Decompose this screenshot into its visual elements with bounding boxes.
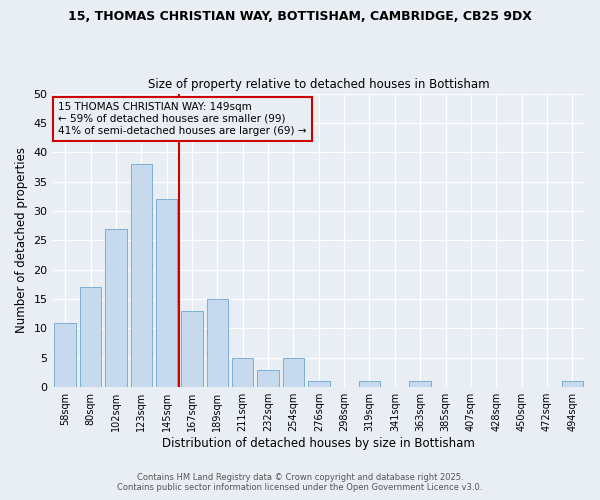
Bar <box>257 370 279 387</box>
Bar <box>232 358 253 387</box>
Bar <box>80 288 101 387</box>
Text: 15 THOMAS CHRISTIAN WAY: 149sqm
← 59% of detached houses are smaller (99)
41% of: 15 THOMAS CHRISTIAN WAY: 149sqm ← 59% of… <box>58 102 307 136</box>
Text: 15, THOMAS CHRISTIAN WAY, BOTTISHAM, CAMBRIDGE, CB25 9DX: 15, THOMAS CHRISTIAN WAY, BOTTISHAM, CAM… <box>68 10 532 23</box>
Y-axis label: Number of detached properties: Number of detached properties <box>15 148 28 334</box>
Bar <box>105 228 127 387</box>
X-axis label: Distribution of detached houses by size in Bottisham: Distribution of detached houses by size … <box>163 437 475 450</box>
Bar <box>55 322 76 387</box>
Bar <box>283 358 304 387</box>
Bar <box>156 200 178 387</box>
Title: Size of property relative to detached houses in Bottisham: Size of property relative to detached ho… <box>148 78 490 91</box>
Text: Contains HM Land Registry data © Crown copyright and database right 2025.
Contai: Contains HM Land Registry data © Crown c… <box>118 473 482 492</box>
Bar <box>409 382 431 387</box>
Bar <box>562 382 583 387</box>
Bar <box>131 164 152 387</box>
Bar <box>206 299 228 387</box>
Bar <box>308 382 329 387</box>
Bar <box>359 382 380 387</box>
Bar <box>181 311 203 387</box>
